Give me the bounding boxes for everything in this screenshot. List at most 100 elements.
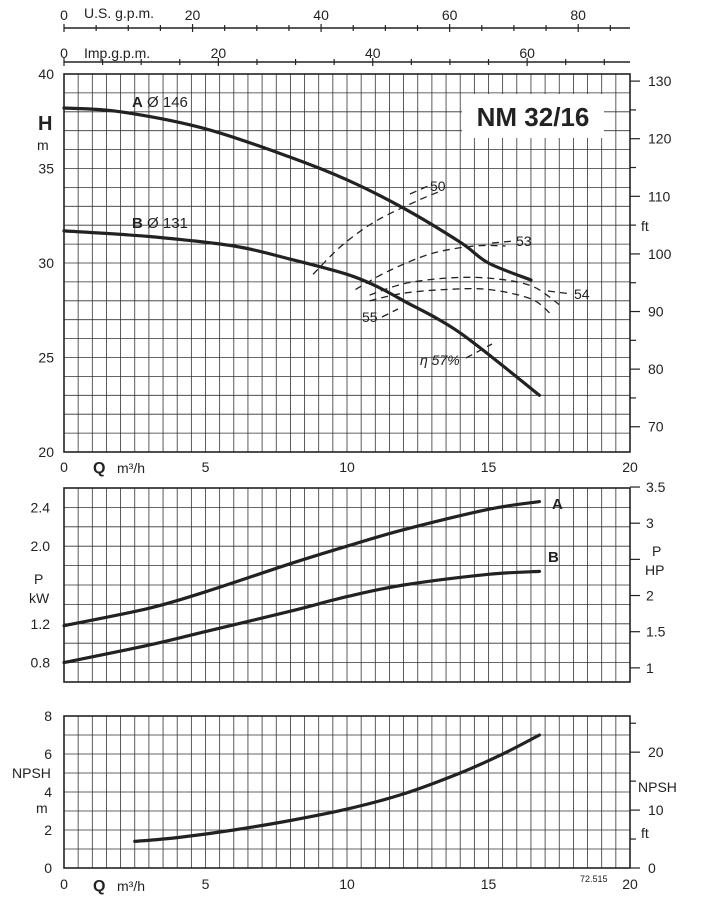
power-hp-tick-label: 3.5 [646, 479, 666, 495]
npsh-m-tick-label: 6 [44, 746, 52, 762]
head-y-ticks: 20 25 30 35 40 [38, 66, 54, 460]
power-kw-tick-label: 0.8 [31, 655, 51, 671]
eff-label-53: 53 [516, 233, 532, 249]
usgpm-tick-label: 20 [185, 7, 201, 23]
impgpm-tick-label: 60 [519, 45, 535, 61]
eff-leader-53 [491, 240, 515, 244]
eff-leader-57 [465, 343, 493, 359]
npsh-x-ticks: 0 5 10 15 20 [60, 876, 638, 892]
npsh-curves [133, 733, 541, 843]
head-ft-tick-label: 130 [648, 73, 672, 89]
npsh-x-tick-label: 5 [202, 876, 210, 892]
head-x-tick-label: 15 [481, 459, 497, 475]
head-curves [62, 106, 541, 397]
npsh-q-label: Q [93, 878, 105, 895]
head-ft-ticks: 70 80 90 100 110 120 130 [630, 73, 672, 435]
efficiency-curve [369, 276, 560, 306]
power-kw-label: kW [29, 590, 50, 606]
efficiency-curve [355, 244, 506, 291]
impgpm-tick-label: 0 [60, 45, 68, 61]
head-ft-tick-label: 100 [648, 246, 672, 262]
power-curve [62, 569, 541, 665]
head-x-tick-label: 10 [339, 459, 355, 475]
usgpm-tick-label: 40 [313, 7, 329, 23]
impgpm-tick-label: 40 [365, 45, 381, 61]
title-box [462, 94, 604, 138]
npsh-x-tick-label: 15 [481, 876, 497, 892]
head-h-label: H [38, 113, 52, 135]
power-hp-tick-label: 2 [646, 588, 654, 604]
impgpm-tick-label: 20 [211, 45, 227, 61]
npsh-curve [133, 733, 541, 843]
npsh-frame [63, 715, 631, 869]
usgpm-tick-label: 80 [570, 7, 586, 23]
npsh-m-tick-label: 2 [44, 822, 52, 838]
impgpm-label: Imp.g.p.m. [84, 45, 150, 61]
npsh-grid [64, 716, 630, 868]
npsh-ft-label: ft [641, 825, 649, 841]
head-y-tick-label: 20 [38, 444, 54, 460]
head-y-tick-label: 35 [38, 161, 54, 177]
curve-a-label: A Ø 146 [132, 94, 188, 111]
head-ft-tick-label: 70 [648, 419, 664, 435]
usgpm-tick-label: 0 [60, 7, 68, 23]
head-y-tick-label: 25 [38, 350, 54, 366]
power-kw-ticks: 0.8 1.2 2.0 2.4 [31, 499, 51, 670]
npsh-q-unit: m³/h [117, 878, 145, 894]
npsh-m-label: m [36, 800, 48, 816]
npsh-x-tick-label: 20 [622, 876, 638, 892]
npsh-ft-npsh-label: NPSH [638, 779, 677, 795]
npsh-m-tick-label: 4 [44, 784, 52, 800]
power-kw-tick-label: 2.0 [31, 538, 51, 554]
npsh-m-tick-label: 8 [44, 708, 52, 724]
power-curve-b-label: B [548, 549, 559, 566]
head-ft-tick-label: 110 [648, 188, 671, 204]
eff-label-57: η 57% [420, 352, 460, 368]
head-panel: 20 25 30 35 40 70 80 90 100 110 120 130 0 5 10 15 20 H… [37, 66, 672, 477]
npsh-x-tick-label: 10 [339, 876, 355, 892]
npsh-ft-tick-label: 0 [648, 860, 656, 876]
top-axes: U.S. g.p.m. Imp.g.p.m. 0 20 40 60 80 0 20 40 60 [60, 5, 630, 66]
power-kw-tick-label: 2.4 [31, 499, 51, 515]
power-hp-label: HP [645, 562, 664, 578]
power-panel: 0.8 1.2 2.0 2.4 1 1.5 2 3 3.5 P kW P HP A B [29, 479, 666, 683]
npsh-x-tick-label: 0 [60, 876, 68, 892]
power-hp-tick-label: 3 [646, 515, 654, 531]
npsh-label: NPSH [12, 765, 51, 781]
curve-b-label: B Ø 131 [132, 215, 188, 232]
power-curve [62, 500, 541, 628]
head-curve [62, 229, 541, 397]
eff-label-54: 54 [574, 286, 590, 302]
efficiency-curves [312, 190, 560, 315]
npsh-m-tick-label: 0 [44, 860, 52, 876]
power-hp-tick-label: 1.5 [646, 624, 666, 640]
power-kw-tick-label: 1.2 [31, 616, 51, 632]
eff-label-55: 55 [362, 309, 378, 325]
head-x-tick-label: 5 [202, 459, 210, 475]
efficiency-curve [369, 287, 552, 315]
head-ft-tick-label: 80 [648, 361, 664, 377]
usgpm-ticks: 0 20 40 60 80 [60, 7, 611, 32]
head-curve [62, 106, 533, 282]
eff-leader-54 [547, 290, 573, 295]
power-hp-ticks: 1 1.5 2 3 3.5 [630, 479, 666, 676]
eff-leader-50 [409, 185, 429, 195]
eff-leader-55 [381, 308, 399, 318]
head-ft-tick-label: 120 [648, 131, 672, 147]
eff-label-50: 50 [430, 178, 446, 194]
npsh-m-ticks: 0 2 4 6 8 [44, 708, 52, 876]
power-frame [63, 487, 631, 683]
power-hp-tick-label: 1 [646, 660, 654, 676]
npsh-ft-tick-label: 10 [648, 802, 664, 818]
footer-code: 72.515 [580, 874, 608, 884]
head-y-tick-label: 40 [38, 66, 54, 82]
head-x-ticks: 0 5 10 15 20 [60, 459, 638, 475]
npsh-panel: 0 2 4 6 8 0 10 20 0 5 10 15 20 NPSH m NPSH ft Q m³… [12, 708, 677, 895]
npsh-ft-tick-label: 20 [648, 744, 664, 760]
power-curve-a-label: A [552, 496, 563, 513]
head-m-label: m [37, 137, 49, 153]
power-p-label: P [34, 571, 43, 587]
head-ft-tick-label: 90 [648, 304, 664, 320]
head-y-tick-label: 30 [38, 255, 54, 271]
power-hp-p-label: P [652, 543, 661, 559]
